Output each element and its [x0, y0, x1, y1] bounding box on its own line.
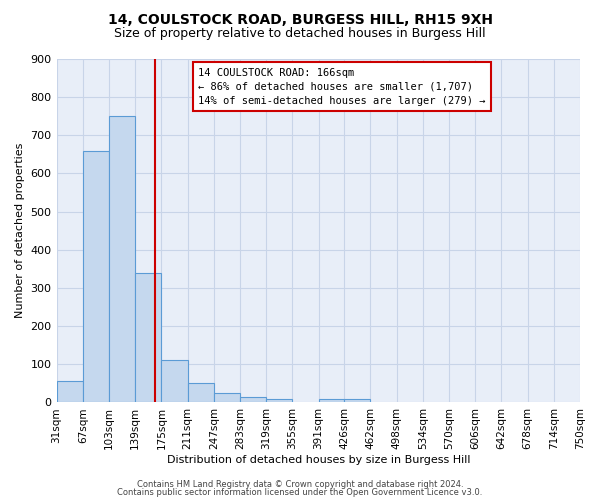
- Text: Contains public sector information licensed under the Open Government Licence v3: Contains public sector information licen…: [118, 488, 482, 497]
- Text: Size of property relative to detached houses in Burgess Hill: Size of property relative to detached ho…: [114, 28, 486, 40]
- Bar: [135, 272, 161, 402]
- Bar: [266, 398, 292, 402]
- Bar: [83, 150, 109, 402]
- Bar: [240, 396, 266, 402]
- Bar: [188, 382, 214, 402]
- Bar: [319, 398, 344, 402]
- X-axis label: Distribution of detached houses by size in Burgess Hill: Distribution of detached houses by size …: [167, 455, 470, 465]
- Bar: [161, 360, 188, 403]
- Text: Contains HM Land Registry data © Crown copyright and database right 2024.: Contains HM Land Registry data © Crown c…: [137, 480, 463, 489]
- Bar: [56, 382, 83, 402]
- Bar: [344, 398, 370, 402]
- Bar: [109, 116, 135, 403]
- Y-axis label: Number of detached properties: Number of detached properties: [15, 143, 25, 318]
- Bar: [214, 393, 240, 402]
- Text: 14 COULSTOCK ROAD: 166sqm
← 86% of detached houses are smaller (1,707)
14% of se: 14 COULSTOCK ROAD: 166sqm ← 86% of detac…: [198, 68, 485, 106]
- Text: 14, COULSTOCK ROAD, BURGESS HILL, RH15 9XH: 14, COULSTOCK ROAD, BURGESS HILL, RH15 9…: [107, 12, 493, 26]
